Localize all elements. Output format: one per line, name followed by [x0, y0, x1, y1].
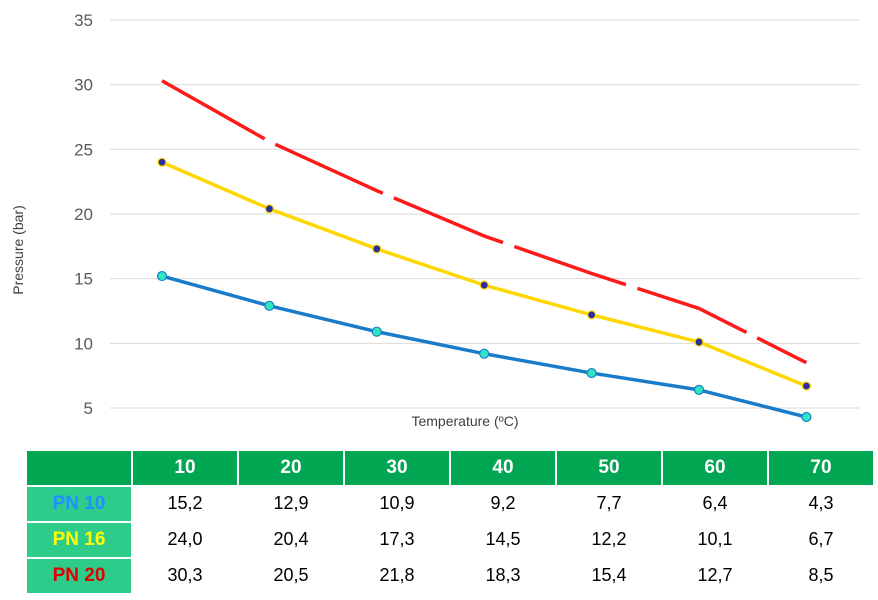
chart-svg: 5 10 15 20 25 30 35 Temperature (ºC) Pressure … — [10, 11, 860, 429]
table-cell: 4,3 — [808, 492, 834, 513]
data-point — [586, 367, 597, 379]
series-line-pn20 — [161, 79, 808, 365]
y-tick-label: 5 — [84, 399, 93, 418]
table-cell: 30,3 — [167, 564, 203, 585]
table-header-cell: 30 — [345, 451, 449, 485]
table-cell: 15,2 — [167, 492, 203, 513]
row-label-pn10: PN 10 — [27, 485, 131, 521]
y-tick-label: 20 — [74, 205, 93, 224]
table-row: PN 10 15,2 12,9 10,9 9,2 7,7 6,4 4,3 — [27, 485, 873, 521]
table-cell: 6,7 — [808, 528, 834, 549]
row-label-pn16: PN 16 — [27, 521, 131, 557]
x-axis-title: Temperature (ºC) — [411, 413, 518, 429]
y-tick-label: 10 — [74, 334, 93, 353]
data-point — [694, 337, 704, 347]
data-point — [264, 204, 274, 214]
data-point — [586, 310, 597, 320]
data-point — [157, 157, 167, 167]
table-cell: 12,7 — [697, 564, 733, 585]
data-point — [156, 270, 168, 282]
table-cell: 20,5 — [273, 564, 309, 585]
table-cell: 14,5 — [485, 528, 521, 549]
data-point — [479, 348, 490, 359]
table-cell: 7,7 — [596, 492, 622, 513]
data-point — [371, 326, 382, 337]
table-cell: 18,3 — [485, 564, 521, 585]
y-tick-label: 15 — [74, 270, 93, 289]
table-cell: 12,2 — [591, 528, 627, 549]
data-table: 10 20 30 40 50 60 70 PN 10 15,2 12,9 10,… — [25, 451, 875, 593]
data-point — [801, 381, 812, 391]
data-point — [264, 300, 275, 311]
table-corner-cell — [27, 451, 131, 485]
row-label-pn20: PN 20 — [27, 557, 131, 593]
table-cell: 10,9 — [379, 492, 415, 513]
table-header-cell: 50 — [557, 451, 661, 485]
data-point — [479, 280, 489, 290]
y-tick-label: 30 — [74, 76, 93, 95]
table-row: PN 20 30,3 20,5 21,8 18,3 15,4 12,7 8,5 — [27, 557, 873, 593]
y-axis-title: Pressure (bar) — [10, 205, 26, 294]
table-header-cell: 10 — [133, 451, 237, 485]
table-cell: 6,4 — [702, 492, 728, 513]
table-cell: 8,5 — [808, 564, 834, 585]
line-chart: 5 10 15 20 25 30 35 Temperature (ºC) Pressure … — [10, 11, 860, 429]
y-tick-label: 25 — [74, 140, 93, 159]
table-header-cell: 20 — [239, 451, 343, 485]
table-cell: 21,8 — [379, 564, 415, 585]
table-cell: 15,4 — [591, 564, 627, 585]
table-cell: 17,3 — [379, 528, 415, 549]
data-point — [801, 411, 812, 423]
table-header-cell: 70 — [769, 451, 873, 485]
table-header-cell: 40 — [451, 451, 555, 485]
table-cell: 12,9 — [273, 492, 309, 513]
table-cell: 9,2 — [490, 492, 516, 513]
y-tick-label: 35 — [74, 11, 93, 30]
table-header-row: 10 20 30 40 50 60 70 — [27, 451, 873, 485]
table-cell: 24,0 — [167, 528, 203, 549]
data-point — [372, 244, 382, 254]
table-cell: 10,1 — [697, 528, 733, 549]
table-cell: 20,4 — [273, 528, 309, 549]
data-point — [693, 384, 705, 395]
table-header-cell: 60 — [663, 451, 767, 485]
table-row: PN 16 24,0 20,4 17,3 14,5 12,2 10,1 6,7 — [27, 521, 873, 557]
